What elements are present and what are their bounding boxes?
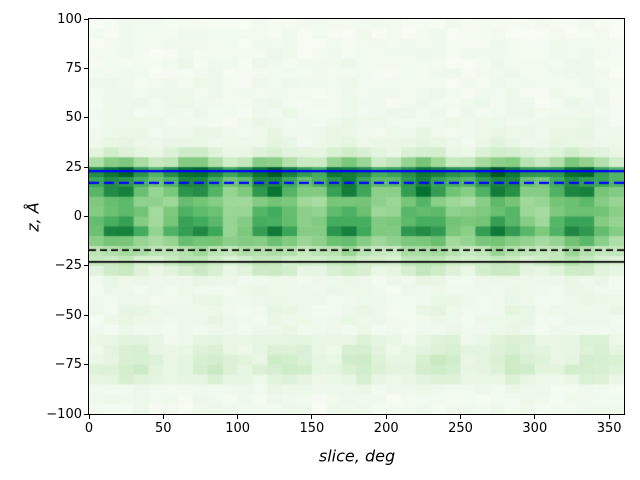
x-axis-label: slice, deg bbox=[318, 446, 396, 466]
x-tick-mark bbox=[162, 415, 164, 419]
x-tick-label: 100 bbox=[225, 421, 251, 436]
y-tick-mark bbox=[84, 265, 88, 267]
y-tick-mark bbox=[84, 364, 88, 366]
y-tick-mark bbox=[84, 18, 88, 20]
y-tick-mark bbox=[84, 216, 88, 217]
y-tick-mark bbox=[84, 314, 88, 316]
y-tick-label: 50 bbox=[65, 110, 82, 126]
y-tick-mark bbox=[84, 166, 88, 168]
y-tick-mark bbox=[84, 117, 88, 119]
x-tick-label: 150 bbox=[299, 421, 325, 436]
y-tick-label: −50 bbox=[54, 307, 82, 323]
x-tick-label: 200 bbox=[373, 421, 399, 436]
y-tick-mark bbox=[84, 413, 88, 415]
y-tick-label: 75 bbox=[65, 60, 82, 76]
plot-area bbox=[88, 18, 625, 415]
y-tick-mark bbox=[84, 67, 88, 69]
x-tick-mark bbox=[534, 415, 536, 419]
x-tick-mark bbox=[608, 415, 610, 419]
y-tick-label: 0 bbox=[73, 209, 82, 224]
y-tick-label: −75 bbox=[54, 357, 82, 373]
x-tick-mark bbox=[311, 415, 313, 419]
y-tick-label: 25 bbox=[65, 159, 82, 175]
x-tick-mark bbox=[237, 415, 239, 419]
x-tick-label: 50 bbox=[155, 421, 172, 436]
x-tick-mark bbox=[88, 415, 90, 419]
x-tick-label: 250 bbox=[448, 421, 473, 436]
x-tick-label: 300 bbox=[522, 421, 548, 436]
heatmap-canvas bbox=[89, 19, 624, 414]
x-tick-mark bbox=[460, 415, 462, 419]
y-tick-label: −100 bbox=[46, 406, 82, 422]
y-tick-label: 100 bbox=[57, 11, 82, 27]
x-tick-label: 350 bbox=[596, 421, 622, 436]
x-tick-mark bbox=[385, 415, 387, 419]
x-tick-label: 0 bbox=[84, 421, 94, 436]
y-tick-label: −25 bbox=[54, 258, 82, 274]
